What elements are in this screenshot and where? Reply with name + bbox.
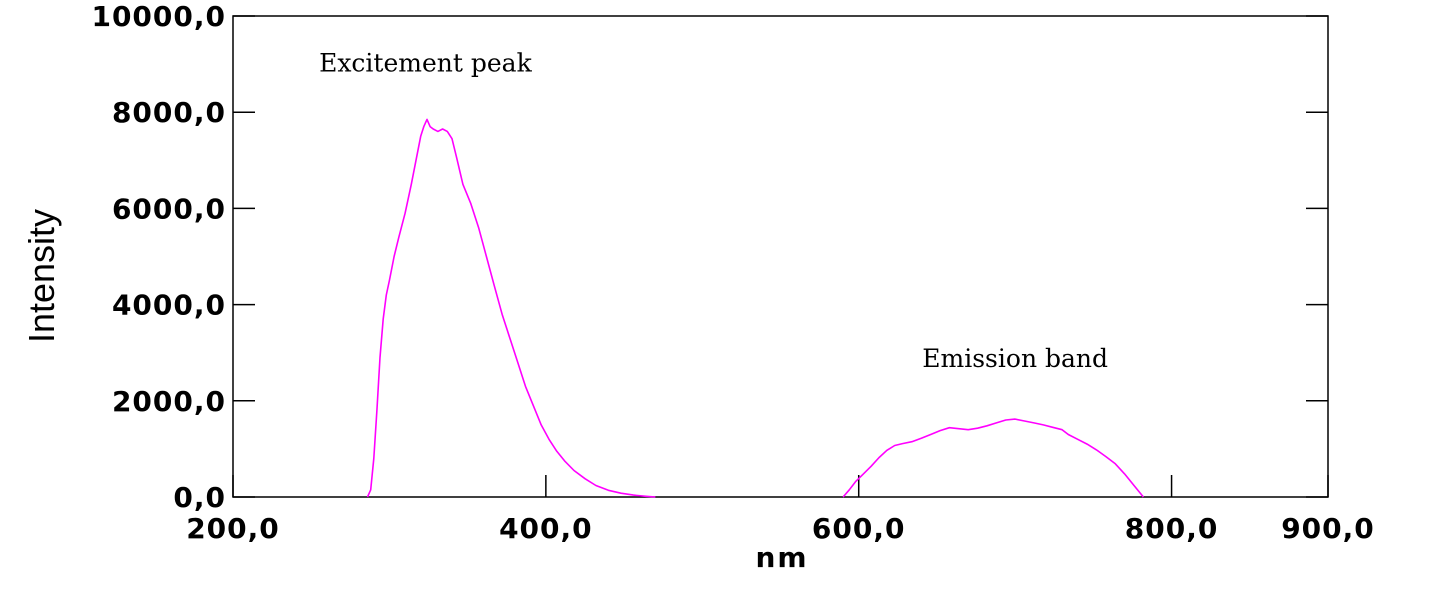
y-axis-title: Intensity xyxy=(21,209,62,343)
x-axis-title: nm xyxy=(755,541,808,574)
y-tick-label: 10000,0 xyxy=(91,0,226,33)
y-tick-label: 4000,0 xyxy=(112,289,226,322)
annotation-label: Emission band xyxy=(922,344,1108,373)
x-tick-label: 800,0 xyxy=(1125,512,1219,545)
series-line-1 xyxy=(366,118,656,498)
y-tick-label: 0,0 xyxy=(173,481,226,514)
series-layer xyxy=(366,118,1145,498)
plot-frame xyxy=(232,15,1329,498)
x-tick-label: 900,0 xyxy=(1281,512,1375,545)
y-tick-label: 6000,0 xyxy=(112,192,226,225)
x-tick-label: 400,0 xyxy=(499,512,593,545)
ticks-layer xyxy=(232,15,1329,498)
x-tick-label: 200,0 xyxy=(186,512,280,545)
labels-layer: 0,0 2000,0 4000,0 6000,0 8000,0 10000,0 200,0 4… xyxy=(91,0,1375,545)
annotation-label: Excitement peak xyxy=(319,48,532,77)
x-tick-label: 600,0 xyxy=(812,512,906,545)
series-line-2 xyxy=(842,418,1145,498)
y-tick-label: 2000,0 xyxy=(112,385,226,418)
y-tick-label: 8000,0 xyxy=(112,96,226,129)
